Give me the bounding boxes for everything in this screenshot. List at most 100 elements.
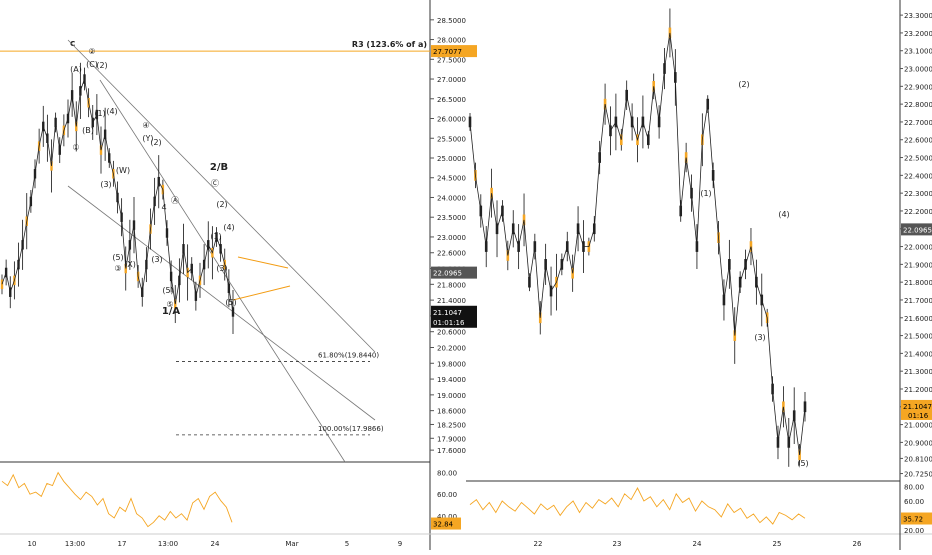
right-ytick-label: 21.5000 [904, 333, 932, 341]
wave-label: ④ [142, 121, 149, 130]
right-osc-tick: 60.00 [904, 498, 924, 506]
left-ytick-label: 27.5000 [437, 56, 466, 64]
right-ytick-label: 21.8000 [904, 279, 932, 287]
left-osc-last-tag [431, 517, 461, 530]
left-ytick-label: 26.5000 [437, 96, 466, 104]
wave-label: 1/A [162, 306, 181, 317]
left-ytick-label: 27.0000 [437, 76, 466, 84]
right-ytick-label: 20.8100 [904, 455, 932, 463]
wave-label: (3) [151, 255, 162, 264]
right-wave-label: (1) [700, 189, 711, 198]
wave-label: (5) [112, 253, 123, 262]
right-ytick-label: 22.8000 [904, 101, 932, 109]
left-ytick-label: 19.0000 [437, 392, 466, 400]
orange-target-line [232, 285, 291, 301]
wave-label: (C) [86, 60, 98, 69]
right-oscillator-line [469, 487, 806, 525]
wave-label: 2/B [210, 162, 228, 173]
wave-label: (3) [100, 180, 111, 189]
left-oscillator-line [1, 471, 233, 528]
right-xtick-label: 23 [613, 540, 622, 548]
left-xtick-label: Mar [285, 540, 298, 548]
right-ytick-label: 22.3000 [904, 190, 932, 198]
wave-label: Ⓒ [211, 179, 219, 188]
resistance-price-text: 27.7077 [433, 48, 462, 56]
last-price-text: 21.1047 [433, 309, 462, 317]
wave-label: ② [88, 47, 95, 56]
fib-level-label: 61.80%(19.8440) [318, 352, 379, 360]
orange-target-line [237, 256, 289, 269]
right-ytick-label: 21.3000 [904, 368, 932, 376]
wave-label: (B) [82, 126, 94, 135]
right-ytick-label: 23.2000 [904, 30, 932, 38]
right-osc-last-tag [901, 512, 932, 525]
right-countdown-text: 01:16 [908, 412, 929, 420]
left-ytick-label: 20.6000 [437, 329, 466, 337]
right-xtick-label: 24 [693, 540, 702, 548]
right-ytick-label: 21.7000 [904, 297, 932, 305]
price-series-line [1, 78, 234, 313]
wave-label: (2) [96, 61, 107, 70]
left-ytick-label: 24.5000 [437, 175, 466, 183]
left-ytick-label: 25.0000 [437, 155, 466, 163]
right-mid-price-text: 22.0965 [903, 226, 932, 234]
mid-price-text: 22.0965 [433, 270, 462, 278]
left-xtick-label: 24 [211, 540, 220, 548]
left-xtick-label: 13:00 [158, 540, 178, 548]
countdown-text: 01:01:16 [433, 319, 465, 327]
wave-label: (1) [210, 232, 221, 241]
right-candle-body [803, 401, 807, 413]
left-ytick-label: 20.2000 [437, 344, 466, 352]
left-xtick-label: 17 [118, 540, 127, 548]
right-mid-price-tag [901, 223, 932, 236]
left-osc-tick: 60.00 [437, 491, 457, 499]
right-ytick-label: 22.2000 [904, 208, 932, 216]
left-xtick-label: 10 [28, 540, 37, 548]
wave-label: (2) [216, 200, 227, 209]
wave-label: ⑤ [166, 300, 173, 309]
left-ytick-label: 21.4000 [437, 297, 466, 305]
wave-label: (5) [162, 286, 173, 295]
right-ytick-label: 22.9000 [904, 83, 932, 91]
right-ytick-label: 21.6000 [904, 315, 932, 323]
right-ytick-label: 22.7000 [904, 119, 932, 127]
right-xtick-label: 25 [773, 540, 782, 548]
wave-label: Ⓐ [171, 196, 179, 205]
left-ytick-label: 26.0000 [437, 116, 466, 124]
wave-label: (1) [94, 109, 105, 118]
right-osc-tick: 80.00 [904, 484, 924, 492]
wave-label: (3) [216, 264, 227, 273]
channel-line [67, 39, 376, 353]
left-ytick-label: 23.0000 [437, 234, 466, 242]
left-ytick-label: 23.5000 [437, 214, 466, 222]
wave-label: (A) [70, 65, 82, 74]
right-ytick-label: 22.5000 [904, 155, 932, 163]
right-ytick-label: 23.0000 [904, 66, 932, 74]
right-xtick-label: 22 [534, 540, 543, 548]
left-ytick-label: 18.2500 [437, 421, 466, 429]
wave-label: (5) [225, 298, 236, 307]
left-ytick-label: 18.6000 [437, 408, 466, 416]
left-ytick-label: 28.0000 [437, 37, 466, 45]
left-xtick-label: 13:00 [65, 540, 85, 548]
left-ytick-label: 25.5000 [437, 135, 466, 143]
wave-label-top: c [70, 39, 75, 49]
resistance-price-tag [431, 45, 477, 58]
right-wave-label: (2) [738, 80, 749, 89]
left-ytick-label: 17.9000 [437, 435, 466, 443]
left-ytick-label: 19.4000 [437, 376, 466, 384]
right-ytick-label: 21.2000 [904, 386, 932, 394]
left-ytick-label: 21.8000 [437, 281, 466, 289]
right-last-price-tag [901, 399, 932, 420]
wave-label: (4) [223, 223, 234, 232]
wave-label: (X) [124, 260, 136, 269]
right-last-price-text: 21.1047 [903, 403, 932, 411]
right-ytick-label: 23.1000 [904, 48, 932, 56]
left-osc-tick: 80.00 [437, 470, 457, 478]
left-ytick-label: 17.6000 [437, 447, 466, 455]
last-price-tag [431, 305, 477, 328]
left-osc-tick: 40.00 [437, 513, 457, 521]
channel-line [99, 79, 346, 463]
